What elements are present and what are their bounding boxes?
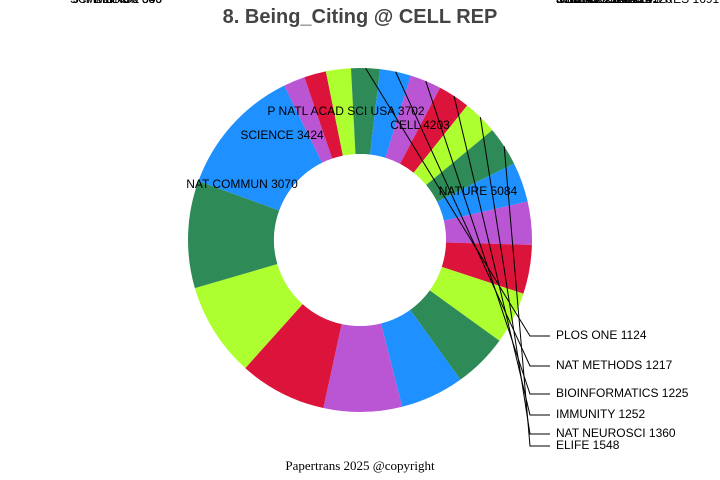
slice-sci-rep-uk: [325, 68, 356, 156]
callout-label: BIOINFORMATICS 1225: [556, 386, 689, 400]
slice-label: NAT COMMUN 3070: [186, 177, 298, 191]
slice-j-neurosci: [410, 290, 500, 380]
chart-title: 8. Being_Citing @ CELL REP: [222, 6, 498, 28]
leader-line: [503, 146, 550, 447]
leader-line: [365, 67, 550, 337]
callout-label: MOL CELL 1558: [560, 0, 649, 6]
leader-line: [395, 71, 550, 367]
slice-j-biol-chem: [441, 242, 532, 294]
callout-label: NAT METHODS 1217: [556, 358, 673, 372]
slice-bioinformatics: [385, 75, 441, 164]
slice-label: P NATL ACAD SCI USA 3702: [267, 104, 425, 118]
callout-label: NEURON 2497: [556, 0, 638, 6]
callout-label: IMMUNITY 1252: [556, 407, 645, 421]
slice-cell: [188, 181, 280, 289]
leader-line: [453, 95, 550, 416]
slice-nat-commun: [323, 323, 403, 412]
donut-hole: [274, 154, 446, 326]
slice-nat-neurosci: [413, 105, 493, 186]
slice-plos-one: [350, 68, 381, 155]
callout-label: NUCLEIC ACIDS RES 1691: [569, 0, 719, 6]
callout-label: EMBO J 846: [94, 0, 162, 6]
leader-line: [479, 117, 550, 435]
callout-label: PLOS ONE 1124: [556, 328, 647, 342]
copyright-footer: Papertrans 2025 @copyright: [285, 458, 435, 473]
slice-label: SCIENCE 3424: [240, 128, 324, 142]
slice-cell-rep: [429, 266, 524, 341]
callout-label: CELL REP 2046: [556, 0, 644, 6]
slice-j-immunol: [304, 71, 343, 159]
slice-science: [245, 304, 342, 409]
slice-embo-j: [284, 77, 333, 163]
slice-label: CELL 4203: [390, 118, 450, 132]
slice-label: NATURE 5084: [439, 184, 518, 198]
callout-label: SCI REP-UK 980: [70, 0, 162, 6]
leader-lines: [365, 67, 550, 447]
slice-p-natl-acad-sci-usa: [194, 264, 303, 369]
slice-elife: [426, 130, 515, 202]
leader-line: [425, 80, 550, 395]
slice-nature: [198, 85, 323, 211]
callout-label: J NEUROSCI 2141: [556, 0, 659, 6]
callout-label: J BIOL CHEM 1920: [567, 0, 672, 6]
slice-neuron: [381, 309, 461, 407]
callout-label: J IMMUNOL 859: [73, 0, 162, 6]
slices-layer: [188, 68, 532, 412]
callout-label: NAT NEUROSCI 1360: [556, 426, 676, 440]
callout-label: ELIFE 1548: [556, 438, 620, 452]
slice-labels: NATURE 5084 EMBO J 846J IMMUNOL 859SCI RE…: [70, 0, 720, 452]
slice-mol-cell: [437, 163, 528, 221]
